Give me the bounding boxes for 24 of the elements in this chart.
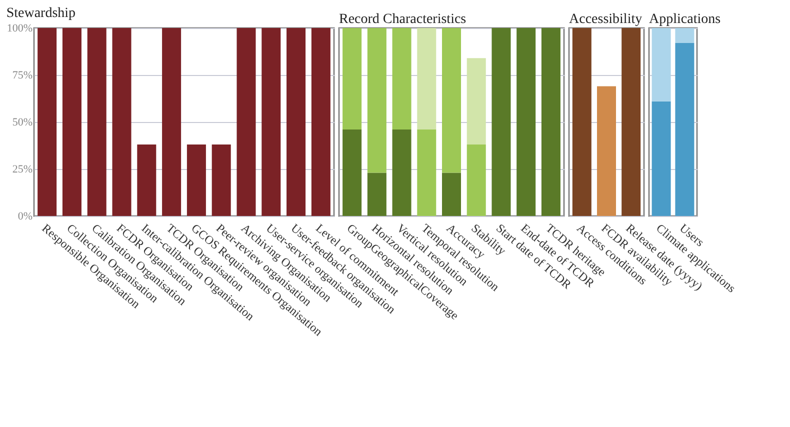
bar bbox=[392, 130, 412, 216]
bar bbox=[442, 28, 461, 173]
chart-title: Stewardship bbox=[6, 6, 76, 21]
y-tick-label: 0% bbox=[18, 210, 32, 222]
bar bbox=[492, 28, 511, 216]
bar bbox=[442, 172, 461, 216]
bar bbox=[541, 28, 560, 216]
bar bbox=[466, 144, 486, 216]
chart-title: Applications bbox=[649, 12, 721, 27]
y-tick-label: 100% bbox=[6, 22, 32, 34]
bar bbox=[417, 28, 436, 130]
bar bbox=[516, 28, 536, 216]
y-tick-label: 50% bbox=[12, 116, 32, 128]
bar bbox=[367, 172, 386, 216]
bar bbox=[342, 130, 362, 216]
y-tick-label: 25% bbox=[12, 164, 32, 176]
y-tick-label: 75% bbox=[12, 70, 32, 82]
bar bbox=[392, 28, 412, 130]
chart-title: Record Characteristics bbox=[339, 12, 466, 27]
bar bbox=[342, 28, 362, 130]
bar bbox=[466, 58, 486, 145]
bar bbox=[417, 130, 436, 216]
chart-title: Accessibility bbox=[569, 12, 642, 27]
bar bbox=[367, 28, 386, 173]
